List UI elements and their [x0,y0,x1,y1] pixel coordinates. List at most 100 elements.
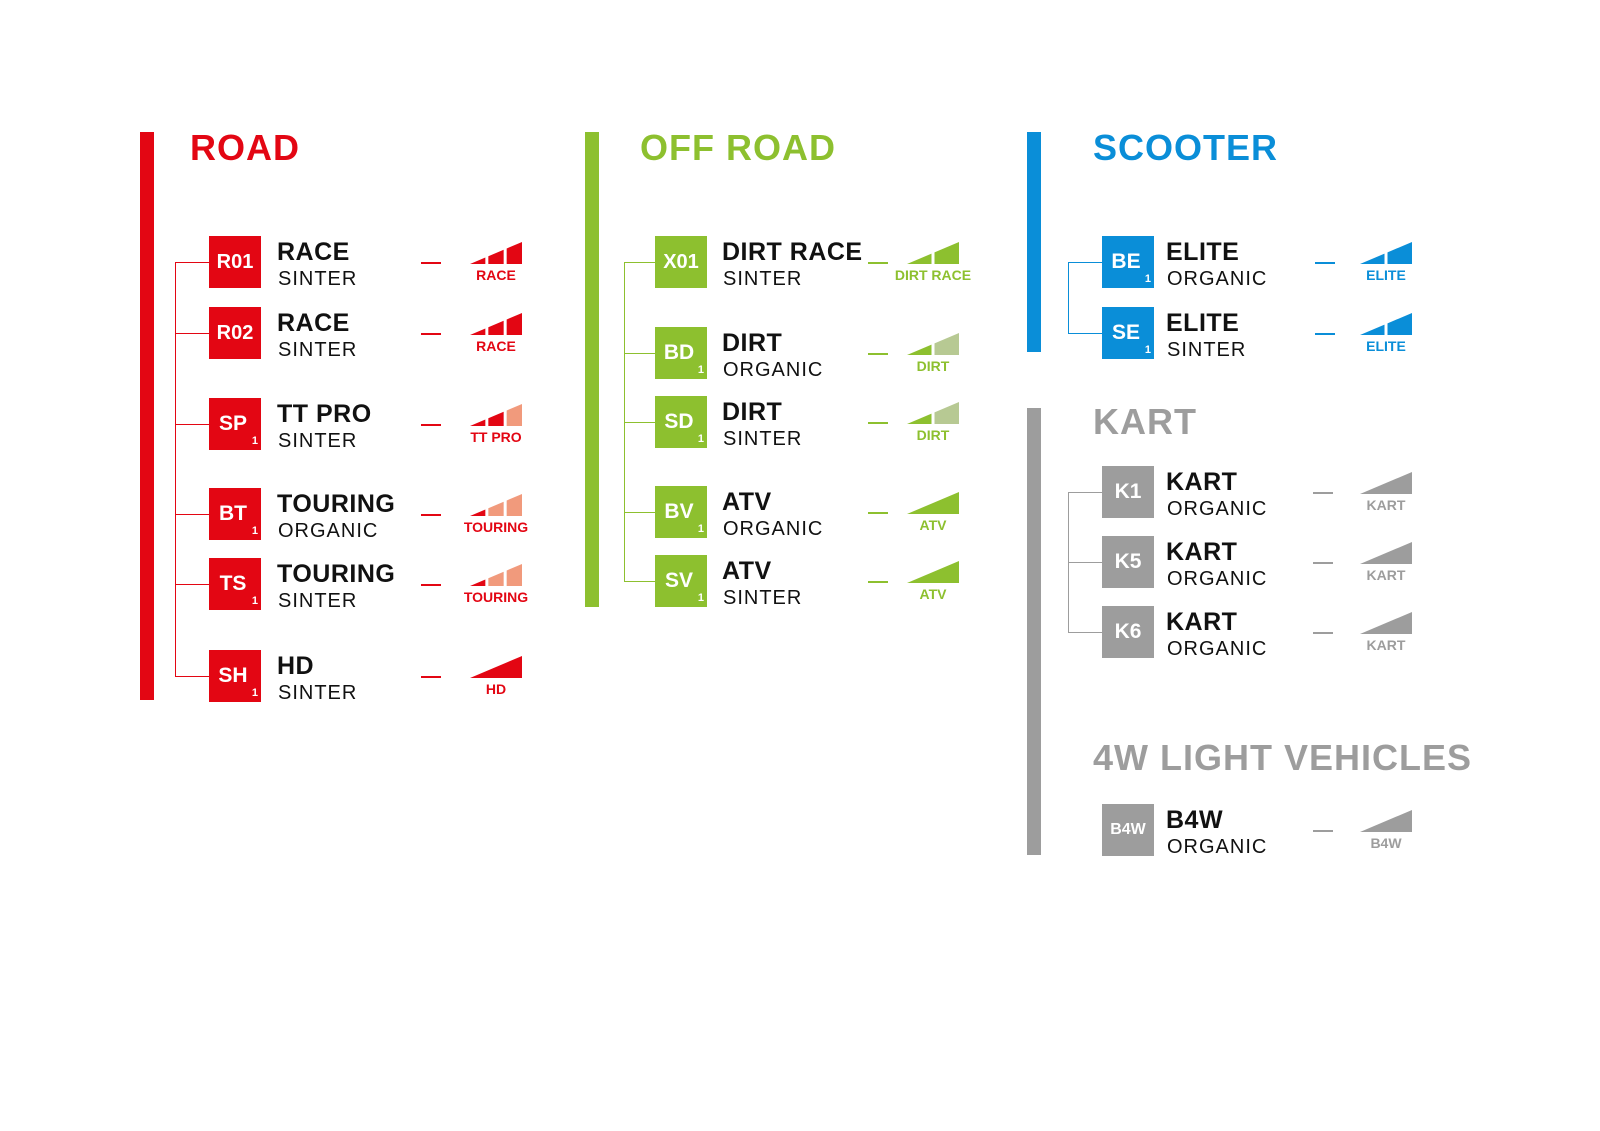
product-code-badge: R01 [209,236,261,288]
product-code-subscript: 1 [251,525,258,537]
product-name: KART [1166,608,1238,636]
ramp-segment [907,344,932,355]
product-code-badge: SD 1 [655,396,707,448]
connector-dash [868,353,888,355]
tree-line [624,262,625,581]
product-code: SD [664,410,694,433]
ramp-segment [470,419,486,426]
product-name: ELITE [1166,238,1240,266]
ramp-segment [907,492,959,514]
product-name: HD [277,652,315,680]
product-material: ORGANIC [1167,638,1268,660]
product-code: BD [663,341,695,364]
ramp-segment [506,242,522,264]
tree-branch [1068,632,1102,633]
product-material: SINTER [723,587,803,609]
product-material: ORGANIC [1167,498,1268,520]
product-code-subscript: 1 [697,364,704,376]
tree-branch [1068,492,1102,493]
section-title: ROAD [190,127,300,168]
product-code-badge: TS 1 [209,558,261,610]
ramp-segment [1360,810,1412,832]
product-name: DIRT RACE [722,238,863,266]
product-code: R01 [216,250,254,273]
ramp-segment [1360,324,1385,335]
connector-dash [421,333,441,335]
product-code: X01 [663,250,699,273]
tree-branch [624,353,655,354]
product-material: ORGANIC [1167,568,1268,590]
connector-dash [868,512,888,514]
product-code-badge: X01 [655,236,707,288]
product-code: BV [664,500,694,523]
product-name: TOURING [277,490,396,518]
section-bar [1027,408,1041,855]
connector-dash [868,581,888,583]
ramp-segment [470,257,486,264]
ramp-segment [506,564,522,586]
tree-branch [175,514,209,515]
connector-dash [421,584,441,586]
section-title: SCOOTER [1093,127,1279,168]
product-code-subscript: 1 [1144,273,1151,285]
ramp-segment [934,242,959,264]
product-code-subscript: 1 [697,433,704,445]
ramp-segment [488,501,504,516]
product-material: ORGANIC [1167,268,1268,290]
connector-dash [421,262,441,264]
tree-branch [624,262,655,263]
ramp-segment [506,313,522,335]
product-code-badge: SE 1 [1102,307,1154,359]
ramp-segment [488,411,504,426]
tree-branch [175,676,209,677]
product-code-badge: B4W [1102,804,1154,856]
performance-ramp-icon [470,494,522,516]
product-material: SINTER [278,682,358,704]
ramp-label: HD [485,681,507,697]
connector-dash [1313,632,1333,634]
product-code-subscript: 1 [251,435,258,447]
ramp-label: ATV [919,586,947,602]
ramp-label: TT PRO [470,429,522,445]
performance-ramp-icon [470,242,522,264]
product-code-badge: R02 [209,307,261,359]
product-name: ATV [722,488,772,516]
product-code-subscript: 1 [697,592,704,604]
ramp-segment [470,509,486,516]
section-title: 4W LIGHT VEHICLES [1093,737,1473,778]
ramp-segment [1360,472,1412,494]
product-code-subscript: 1 [251,595,258,607]
product-code: SH [218,664,248,687]
tree-branch [624,581,655,582]
tree-branch [175,424,209,425]
ramp-segment [1360,253,1385,264]
product-code-badge: BV 1 [655,486,707,538]
tree-branch [624,512,655,513]
section-bar [1027,132,1041,352]
product-code-badge: BT 1 [209,488,261,540]
product-name: KART [1166,468,1238,496]
connector-dash [868,422,888,424]
ramp-label: ELITE [1366,338,1406,354]
product-material: ORGANIC [723,359,824,381]
product-code: SP [218,412,247,435]
ramp-label: DIRT RACE [894,267,972,283]
ramp-segment [1360,612,1412,634]
product-material: SINTER [723,428,803,450]
ramp-segment [907,413,932,424]
tree-line [175,262,176,676]
tree-line [1068,262,1069,333]
product-code: SV [664,569,693,592]
ramp-segment [1387,242,1412,264]
product-code-badge: SV 1 [655,555,707,607]
ramp-label: DIRT [916,358,950,374]
product-code-badge: BE 1 [1102,236,1154,288]
product-name: TT PRO [277,400,372,428]
product-name: RACE [277,238,350,266]
product-material: ORGANIC [278,520,379,542]
tree-branch [175,584,209,585]
ramp-label: TOURING [463,589,529,605]
ramp-segment [907,561,959,583]
product-name: DIRT [722,398,783,426]
product-code: R02 [216,321,254,344]
